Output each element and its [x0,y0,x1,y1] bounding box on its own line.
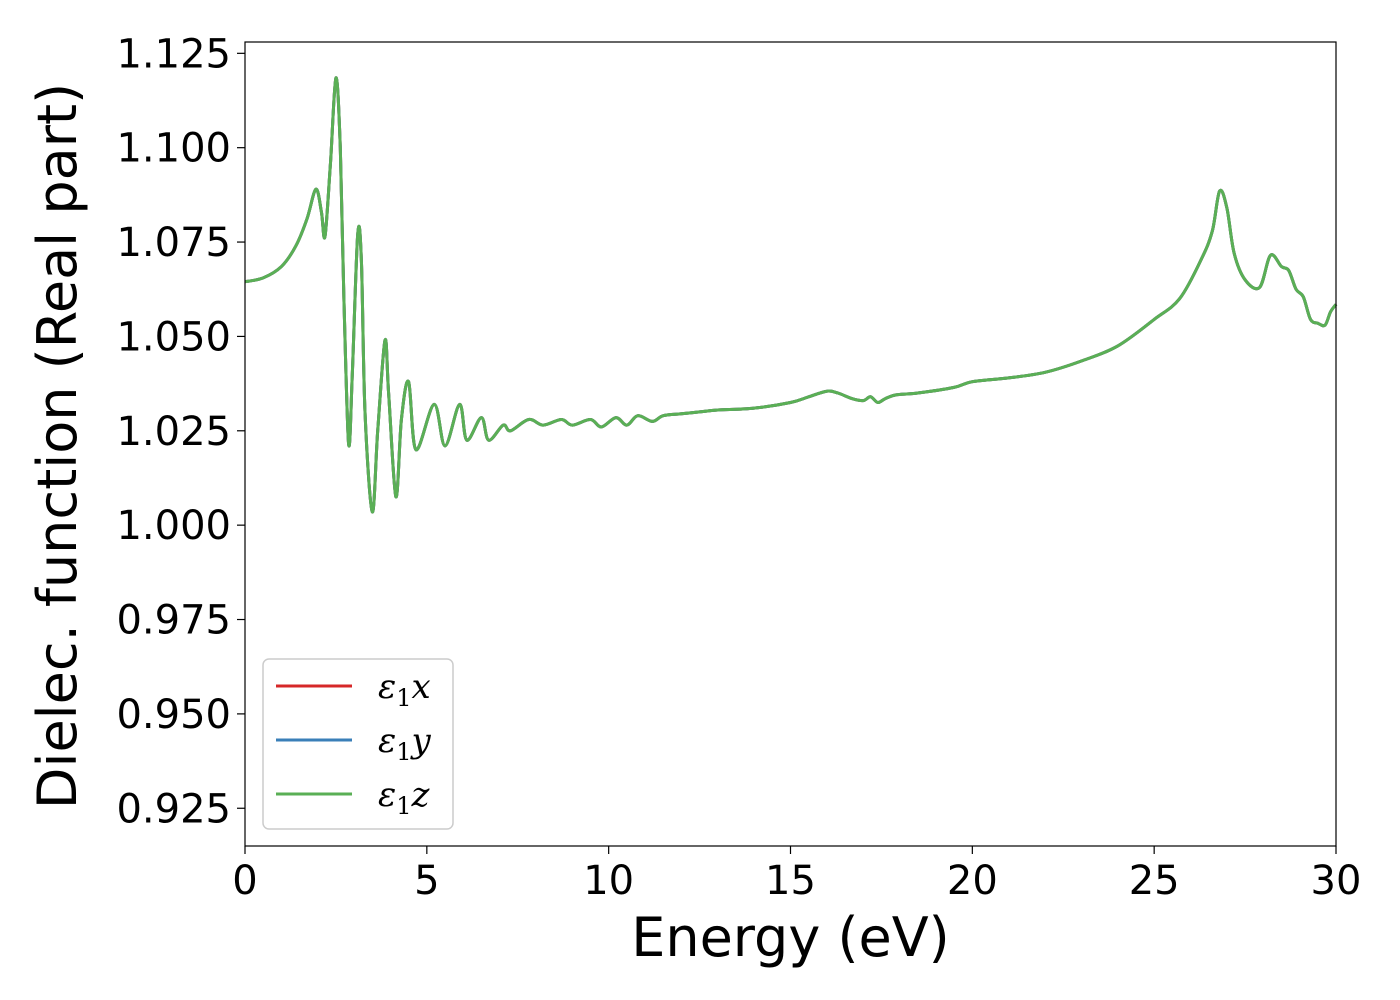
plot-area-frame [244,41,1337,847]
y-tick-label: 1.125 [116,31,231,77]
x-tick-label: 10 [583,858,634,904]
legend-axis: x [412,667,431,707]
x-tick-label: 5 [414,858,439,904]
y-tick-label: 1.100 [116,126,231,172]
x-tick-label: 30 [1311,858,1362,904]
y-axis-ticks: 0.925 0.950 0.975 1.000 1.025 1.050 1.075 1.100… [116,31,245,832]
legend-symbol: ε [378,721,396,761]
legend-subscript: 1 [396,792,411,820]
legend-symbol: ε [378,667,396,707]
y-tick-label: 1.000 [116,503,231,549]
y-tick-label: 0.925 [116,786,231,832]
x-axis-label: Energy (eV) [631,906,950,969]
y-tick-label: 1.025 [116,409,231,455]
legend-subscript: 1 [396,684,411,712]
x-tick-label: 0 [232,858,257,904]
legend-box [262,658,454,830]
series-lines [244,76,1338,514]
y-tick-label: 1.075 [116,220,231,266]
y-tick-label: 1.050 [116,314,231,360]
legend-entry: ε1z [378,775,431,820]
x-axis-ticks: 0 5 10 15 20 25 30 [232,846,1361,904]
y-axis-label: Dielec. function (Real part) [26,83,89,809]
y-tick-label: 0.975 [116,598,231,644]
x-tick-label: 20 [947,858,998,904]
legend-axis: y [410,721,432,761]
legend-axis: z [411,775,431,815]
x-tick-label: 25 [1129,858,1180,904]
y-tick-label: 0.950 [116,692,231,738]
series-line-ε1z [244,76,1338,514]
legend-entry: ε1y [378,721,432,766]
x-tick-label: 15 [765,858,816,904]
series-line-ε1y [244,76,1338,514]
series-line-ε1x [244,76,1338,514]
legend-symbol: ε [378,775,396,815]
legend-subscript: 1 [396,738,411,766]
legend-entry: ε1x [378,667,431,712]
